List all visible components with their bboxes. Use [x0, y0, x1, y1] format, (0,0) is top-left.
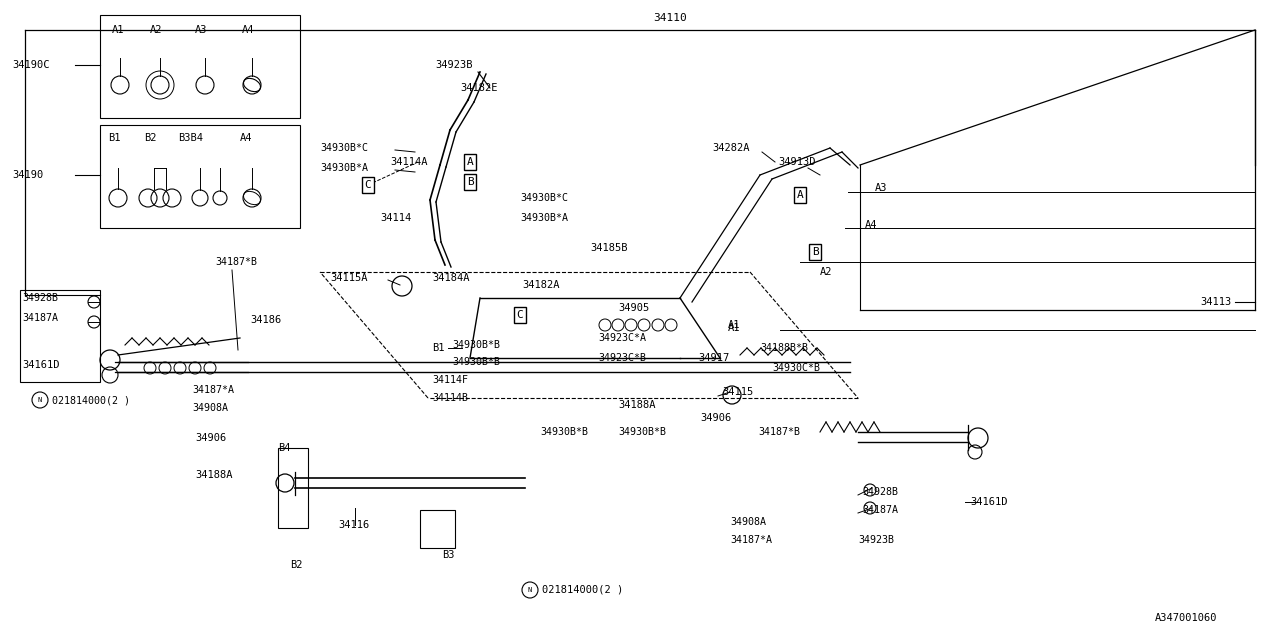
Text: B1: B1 — [433, 343, 444, 353]
Text: N: N — [527, 587, 532, 593]
Text: A: A — [467, 157, 474, 167]
Text: A1: A1 — [113, 25, 124, 35]
Text: 34110: 34110 — [653, 13, 687, 23]
Text: 34185B: 34185B — [590, 243, 627, 253]
Text: 34182E: 34182E — [460, 83, 498, 93]
Text: A4: A4 — [865, 220, 878, 230]
Text: 34113: 34113 — [1201, 297, 1231, 307]
Text: 34930B*B: 34930B*B — [452, 357, 500, 367]
Text: 34114B: 34114B — [433, 393, 468, 403]
Text: 34905: 34905 — [618, 303, 649, 313]
Text: 34928B: 34928B — [861, 487, 899, 497]
Text: B: B — [467, 177, 474, 187]
Text: 34161D: 34161D — [22, 360, 59, 370]
Bar — [278, 448, 308, 528]
Bar — [20, 290, 100, 382]
Text: A2: A2 — [150, 25, 163, 35]
Text: A: A — [796, 190, 804, 200]
Text: A2: A2 — [820, 267, 832, 277]
Text: 34182A: 34182A — [522, 280, 559, 290]
Text: A3: A3 — [195, 25, 207, 35]
Text: B: B — [812, 247, 818, 257]
Text: 34188B*B: 34188B*B — [760, 343, 808, 353]
Text: A4: A4 — [242, 25, 255, 35]
Text: 34190C: 34190C — [12, 60, 50, 70]
Text: 34114F: 34114F — [433, 375, 468, 385]
Text: 34115A: 34115A — [330, 273, 367, 283]
Text: 34190: 34190 — [12, 170, 44, 180]
Text: N: N — [38, 397, 42, 403]
Text: 34161D: 34161D — [970, 497, 1007, 507]
Text: 34114: 34114 — [380, 213, 411, 223]
Text: A347001060: A347001060 — [1155, 613, 1217, 623]
Text: 34930B*A: 34930B*A — [320, 163, 369, 173]
Text: B4: B4 — [278, 443, 291, 453]
Text: B2: B2 — [291, 560, 302, 570]
Text: A4: A4 — [241, 133, 252, 143]
Text: 34282A: 34282A — [712, 143, 750, 153]
Text: 34187*A: 34187*A — [730, 535, 772, 545]
Text: 34917: 34917 — [698, 353, 730, 363]
Text: 021814000(2 ): 021814000(2 ) — [541, 585, 623, 595]
Text: B1: B1 — [108, 133, 120, 143]
Text: 34187*B: 34187*B — [758, 427, 800, 437]
Text: A3: A3 — [876, 183, 887, 193]
Text: C: C — [517, 310, 524, 320]
Text: 34923B: 34923B — [858, 535, 893, 545]
Text: 34930B*A: 34930B*A — [520, 213, 568, 223]
Text: 34186: 34186 — [250, 315, 282, 325]
Text: A1: A1 — [728, 320, 741, 330]
Text: 34913D: 34913D — [778, 157, 815, 167]
Text: 34908A: 34908A — [192, 403, 228, 413]
Text: 34187A: 34187A — [22, 313, 58, 323]
Text: 34906: 34906 — [700, 413, 731, 423]
Text: 021814000(2 ): 021814000(2 ) — [52, 395, 131, 405]
Text: 34116: 34116 — [338, 520, 369, 530]
Text: 34188A: 34188A — [618, 400, 655, 410]
Text: 34188A: 34188A — [195, 470, 233, 480]
Text: 34908A: 34908A — [730, 517, 765, 527]
Text: 34906: 34906 — [195, 433, 227, 443]
Text: B2: B2 — [145, 133, 156, 143]
Text: B3: B3 — [442, 550, 454, 560]
Text: 34928B: 34928B — [22, 293, 58, 303]
Text: 34187*A: 34187*A — [192, 385, 234, 395]
Bar — [100, 15, 300, 118]
Text: 34114A: 34114A — [390, 157, 428, 167]
Text: 34930B*B: 34930B*B — [452, 340, 500, 350]
Text: A1: A1 — [728, 323, 741, 333]
Bar — [420, 510, 454, 548]
Text: 34187*B: 34187*B — [215, 257, 257, 267]
Bar — [100, 125, 300, 228]
Text: 34923C*A: 34923C*A — [598, 333, 646, 343]
Text: B3B4: B3B4 — [178, 133, 204, 143]
Text: C: C — [365, 180, 371, 190]
Text: 34184A: 34184A — [433, 273, 470, 283]
Text: 34923C*B: 34923C*B — [598, 353, 646, 363]
Text: 34930B*C: 34930B*C — [320, 143, 369, 153]
Text: 34930B*C: 34930B*C — [520, 193, 568, 203]
Text: 34930B*B: 34930B*B — [540, 427, 588, 437]
Text: 34923B: 34923B — [435, 60, 472, 70]
Text: 34930C*B: 34930C*B — [772, 363, 820, 373]
Text: 34187A: 34187A — [861, 505, 899, 515]
Text: 34115: 34115 — [722, 387, 753, 397]
Text: 34930B*B: 34930B*B — [618, 427, 666, 437]
